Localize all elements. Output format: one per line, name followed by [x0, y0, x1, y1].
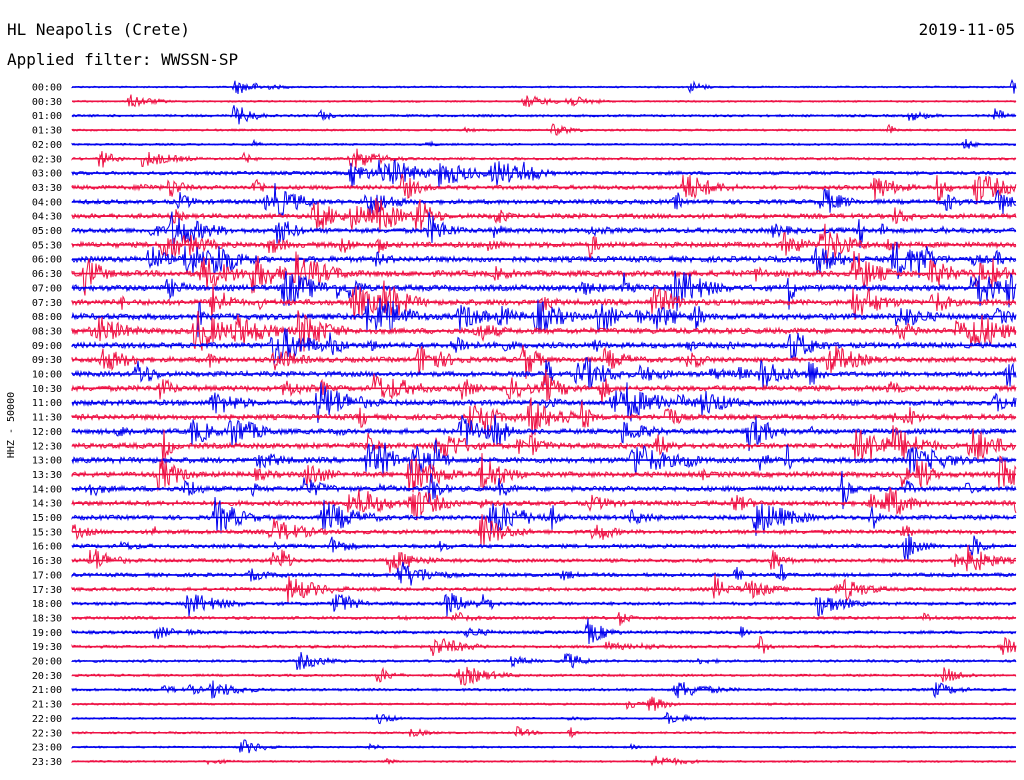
trace-line — [71, 397, 1017, 438]
time-tick-label: 18:00 — [32, 599, 62, 610]
time-tick-label: 22:00 — [32, 714, 62, 725]
trace-line — [71, 514, 1017, 547]
time-tick-label: 05:30 — [32, 240, 62, 251]
time-tick-label: 16:30 — [32, 556, 62, 567]
time-tick-label: 05:00 — [32, 226, 62, 237]
plot-date: 2019-11-05 — [918, 20, 1015, 39]
time-tick-label: 04:30 — [32, 212, 62, 223]
time-tick-label: 13:30 — [32, 470, 62, 481]
trace-line — [71, 173, 1017, 205]
time-tick-label: 03:00 — [32, 169, 62, 180]
time-tick-label: 02:30 — [32, 154, 62, 165]
time-tick-label: 10:30 — [32, 384, 62, 395]
trace-line — [71, 726, 1017, 739]
time-tick-label: 11:30 — [32, 413, 62, 424]
time-tick-label: 08:00 — [32, 312, 62, 323]
time-tick-label: 17:30 — [32, 585, 62, 596]
time-tick-label: 14:00 — [32, 484, 62, 495]
time-tick-label: 00:30 — [32, 97, 62, 108]
time-tick-label: 01:00 — [32, 111, 62, 122]
time-tick-label: 21:00 — [32, 685, 62, 696]
time-tick-label: 20:30 — [32, 671, 62, 682]
time-tick-label: 06:00 — [32, 255, 62, 266]
time-tick-label: 10:00 — [32, 370, 62, 381]
time-tick-label: 23:00 — [32, 743, 62, 754]
time-tick-label: 18:30 — [32, 613, 62, 624]
time-tick-label: 06:30 — [32, 269, 62, 280]
trace-line — [71, 611, 1017, 626]
trace-line — [71, 561, 1017, 586]
time-tick-label: 12:00 — [32, 427, 62, 438]
trace-line — [71, 755, 1016, 767]
time-tick-label: 15:30 — [32, 527, 62, 538]
time-tick-label: 07:00 — [32, 283, 62, 294]
filter-label: Applied filter: WWSSN-SP — [7, 50, 239, 69]
station-header: HL Neapolis (Crete) Applied filter: WWSS… — [7, 20, 238, 69]
time-tick-label: 15:00 — [32, 513, 62, 524]
time-tick-label: 17:00 — [32, 570, 62, 581]
trace-line — [71, 105, 1017, 125]
time-tick-label: 16:00 — [32, 542, 62, 553]
time-tick-label: 07:30 — [32, 298, 62, 309]
time-tick-label: 11:00 — [32, 398, 62, 409]
time-tick-label: 00:00 — [32, 83, 62, 94]
time-tick-label: 09:00 — [32, 341, 62, 352]
time-tick-label: 04:00 — [32, 197, 62, 208]
trace-line — [71, 593, 1017, 618]
time-tick-label: 21:30 — [32, 700, 62, 711]
trace-line — [71, 618, 1017, 645]
trace-line — [71, 545, 1017, 573]
trace-line — [71, 425, 1017, 465]
trace-line — [71, 534, 1017, 561]
time-tick-label: 19:30 — [32, 642, 62, 653]
time-tick-label: 02:00 — [32, 140, 62, 151]
y-axis-label: HHZ - 50000 — [6, 392, 17, 458]
time-tick-label: 08:30 — [32, 326, 62, 337]
time-tick-label: 20:00 — [32, 657, 62, 668]
time-tick-label: 22:30 — [32, 728, 62, 739]
time-tick-label: 14:30 — [32, 499, 62, 510]
time-tick-label: 13:00 — [32, 456, 62, 467]
time-tick-label: 23:30 — [32, 757, 62, 768]
station-name: HL Neapolis (Crete) — [7, 20, 191, 39]
time-tick-label: 19:00 — [32, 628, 62, 639]
time-tick-label: 01:30 — [32, 126, 62, 137]
time-tick-label: 03:30 — [32, 183, 62, 194]
time-tick-label: 09:30 — [32, 355, 62, 366]
time-tick-label: 12:30 — [32, 441, 62, 452]
